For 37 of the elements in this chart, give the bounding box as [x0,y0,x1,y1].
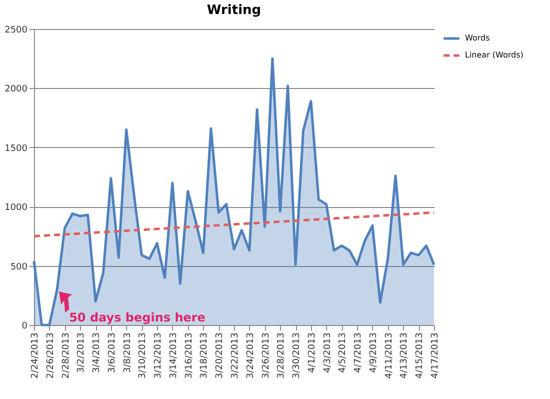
y-tick-label: 2500 [4,26,28,36]
x-tick-label: 4/17/2013 [430,332,440,379]
x-tick-label: 3/2/2013 [76,332,87,373]
x-tick-label: 4/9/2013 [368,332,379,373]
x-tick-label: 3/14/2013 [168,332,179,379]
x-tick-label: 3/4/2013 [92,332,102,373]
legend-label: Linear (Words) [465,50,524,60]
x-tick-label: 4/5/2013 [338,332,348,373]
x-tick-label: 3/6/2013 [107,332,118,373]
x-tick-label: 4/15/2013 [415,332,426,379]
chart-title: Writing [206,3,262,18]
x-tick-label: 3/16/2013 [184,332,194,379]
x-tick-label: 2/24/2013 [30,332,40,379]
y-tick-label: 1000 [4,203,28,214]
x-tick-label: 3/22/2013 [230,332,240,379]
x-tick-label: 3/12/2013 [154,332,164,379]
x-tick-label: 4/3/2013 [322,332,333,373]
x-tick-label: 3/30/2013 [292,332,302,379]
x-tick-label: 3/24/2013 [246,332,256,379]
y-tick-label: 500 [10,262,28,272]
y-tick-label: 1500 [4,144,28,154]
x-tick-label: 2/26/2013 [46,332,56,379]
x-tick-label: 3/26/2013 [261,332,272,379]
x-tick-label: 4/11/2013 [384,332,394,379]
x-tick-label: 3/20/2013 [215,332,226,379]
x-tick-label: 4/7/2013 [354,332,364,373]
x-tick-label: 4/13/2013 [400,332,410,379]
y-tick-label: 2000 [4,84,28,95]
x-tick-label: 3/10/2013 [138,332,148,379]
x-tick-label: 2/28/2013 [61,332,72,379]
x-tick-label: 3/28/2013 [276,332,287,379]
x-tick-label: 3/8/2013 [122,332,133,373]
x-tick-label: 3/18/2013 [200,332,210,379]
x-tick-label: 4/1/2013 [307,332,318,373]
y-tick-label: 0 [22,322,28,332]
legend-label: Words [465,34,490,42]
annotation: 50 days begins here [69,310,206,324]
